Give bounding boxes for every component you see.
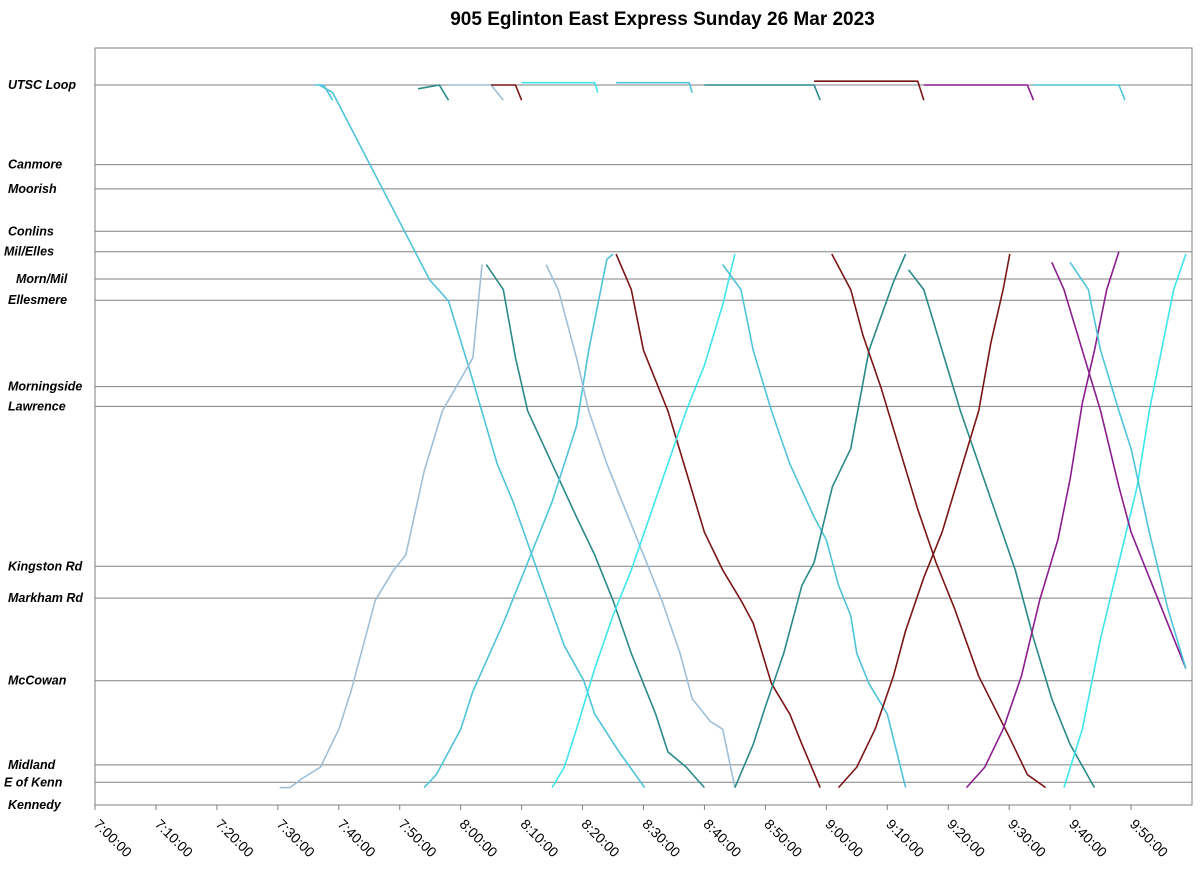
stop-label: Morningside: [8, 380, 82, 394]
time-tick-label: 9:00:00: [822, 816, 866, 860]
time-tick-label: 7:50:00: [396, 816, 440, 860]
loop-layover-line: [923, 84, 1035, 101]
loop-layover-line: [448, 84, 504, 101]
stop-label: Mil/Elles: [4, 245, 54, 259]
stop-label: E of Kenn: [4, 775, 63, 789]
loop-layover-line: [1033, 84, 1126, 101]
time-tick-label: 8:40:00: [700, 816, 744, 860]
stop-label: Canmore: [8, 158, 62, 172]
trip-line: [545, 264, 736, 788]
loop-layover-line: [521, 81, 599, 93]
stop-label: Ellesmere: [8, 293, 67, 307]
stop-label: Kingston Rd: [8, 559, 83, 573]
trip-line: [965, 251, 1120, 789]
chart-title: 905 Eglinton East Express Sunday 26 Mar …: [450, 9, 875, 30]
loop-layover-line: [491, 84, 523, 101]
plot-area-border: [94, 47, 1193, 806]
stop-label: Morn/Mil: [16, 272, 68, 286]
time-tick-label: 8:20:00: [578, 816, 622, 860]
time-tick-label: 9:20:00: [944, 816, 988, 860]
trip-line: [1051, 261, 1187, 669]
trip-line: [1069, 261, 1187, 669]
time-tick-label: 7:40:00: [335, 816, 379, 860]
stop-label: Midland: [8, 758, 56, 772]
trip-line: [907, 269, 1096, 788]
stop-label: McCowan: [8, 674, 67, 688]
stop-labels: UTSC Loop Canmore Moorish Conlins Mil/Elles M…: [4, 78, 83, 812]
loop-layover-line: [417, 84, 450, 101]
loop-layover-line: [314, 84, 334, 101]
trip-line: [551, 253, 736, 789]
time-tick-label: 9:30:00: [1005, 816, 1049, 860]
trip-line: [722, 264, 907, 788]
time-tick-label: 8:30:00: [639, 816, 683, 860]
loop-layover-line: [704, 84, 821, 101]
stop-label: Conlins: [8, 224, 54, 238]
time-tick-label: 8:00:00: [457, 816, 501, 860]
loop-layover-line: [616, 81, 694, 93]
time-tick-label: 7:10:00: [152, 816, 196, 860]
time-tick-label: 7:00:00: [91, 816, 135, 860]
trip-line: [734, 253, 907, 788]
time-tick-label: 9:50:00: [1127, 816, 1171, 860]
stop-label: Moorish: [8, 182, 57, 196]
time-tick-label: 8:50:00: [761, 816, 805, 860]
stop-label: Lawrence: [8, 399, 66, 413]
trip-line: [485, 264, 705, 789]
stop-label: UTSC Loop: [8, 78, 76, 92]
time-tick-label: 9:10:00: [883, 816, 927, 860]
time-tick-label: 8:10:00: [517, 816, 561, 860]
time-tick-label: 7:20:00: [213, 816, 257, 860]
loop-layover-line: [814, 80, 925, 101]
trip-line: [423, 253, 614, 789]
time-tick-label: 9:40:00: [1066, 816, 1110, 860]
trip-line: [615, 253, 821, 788]
trip-line: [318, 84, 646, 789]
plot-frame: [94, 47, 1193, 806]
trip-line: [1063, 253, 1187, 788]
trip-series: [279, 80, 1187, 789]
stop-label: Kennedy: [8, 798, 62, 812]
trip-line: [831, 253, 1047, 789]
trip-line: [279, 264, 483, 789]
time-axis-labels: 7:00:00 7:10:00 7:20:00 7:30:00 7:40:00 7:50:…: [91, 805, 1171, 860]
time-tick-label: 7:30:00: [274, 816, 318, 860]
stop-gridlines: [95, 84, 1192, 783]
trip-line: [837, 253, 1011, 789]
stop-label: Markham Rd: [8, 591, 83, 605]
